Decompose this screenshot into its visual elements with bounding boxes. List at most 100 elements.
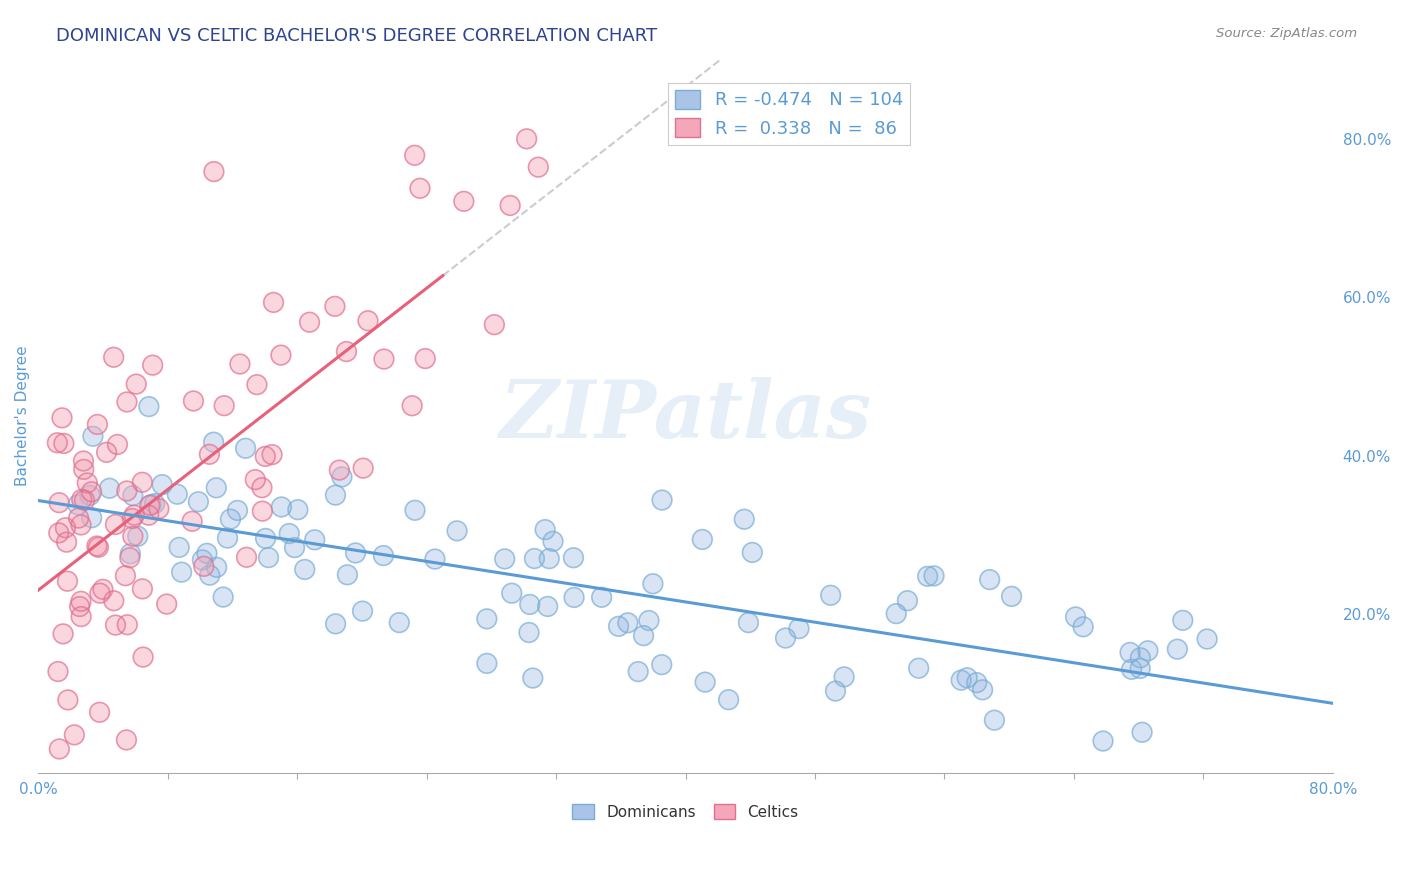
Point [138,508,160,523]
Point [139,498,162,512]
Point [121,529,143,543]
Point [423,552,446,566]
Point [336,567,359,582]
Point [138,400,160,414]
Point [298,315,321,329]
Point [344,546,367,560]
Point [335,344,357,359]
Point [404,148,426,162]
Point [260,448,283,462]
Point [245,473,267,487]
Point [1129,661,1152,675]
Point [357,314,380,328]
Point [344,546,367,560]
Point [1000,590,1022,604]
Point [950,673,973,688]
Point [501,586,523,600]
Point [252,504,274,518]
Point [125,377,148,392]
Point [330,470,353,484]
Point [638,614,661,628]
Point [76,475,98,490]
Point [446,524,468,538]
Point [294,562,316,576]
Point [212,399,235,413]
Point [212,399,235,413]
Point [202,164,225,178]
Point [89,706,111,720]
Point [142,358,165,372]
Point [170,565,193,579]
Point [824,684,846,698]
Point [70,517,93,532]
Point [641,576,664,591]
Point [198,568,221,582]
Point [72,454,94,468]
Point [562,591,585,605]
Point [193,559,215,574]
Point [325,616,347,631]
Point [205,560,228,574]
Point [328,463,350,477]
Point [617,615,640,630]
Point [80,510,103,524]
Point [56,693,79,707]
Point [191,553,214,567]
Point [409,181,432,195]
Point [80,510,103,524]
Point [156,597,179,611]
Point [695,675,717,690]
Point [1121,662,1143,676]
Point [131,582,153,596]
Point [1171,613,1194,627]
Point [195,546,218,560]
Point [127,529,149,543]
Point [87,541,110,555]
Point [388,615,411,630]
Point [226,503,249,517]
Point [591,591,613,605]
Point [263,295,285,310]
Point [627,665,650,679]
Point [298,315,321,329]
Point [166,487,188,501]
Point [692,533,714,547]
Point [148,501,170,516]
Point [198,447,221,461]
Point [120,547,142,561]
Point [787,622,810,636]
Point [516,132,538,146]
Point [287,502,309,516]
Point [226,503,249,517]
Point [217,531,239,545]
Point [52,627,75,641]
Point [229,357,252,371]
Point [972,682,994,697]
Point [138,499,160,513]
Point [717,692,740,706]
Point [484,318,506,332]
Point [1071,620,1094,634]
Point [979,573,1001,587]
Point [304,533,326,547]
Point [475,657,498,671]
Point [70,517,93,532]
Point [245,473,267,487]
Point [263,295,285,310]
Point [260,448,283,462]
Point [325,616,347,631]
Point [202,164,225,178]
Point [357,314,380,328]
Point [453,194,475,209]
Point [499,198,522,212]
Point [1136,644,1159,658]
Point [617,615,640,630]
Point [73,493,96,508]
Point [104,517,127,532]
Point [202,435,225,450]
Point [695,675,717,690]
Point [118,550,141,565]
Point [1071,620,1094,634]
Point [131,475,153,490]
Point [219,512,242,526]
